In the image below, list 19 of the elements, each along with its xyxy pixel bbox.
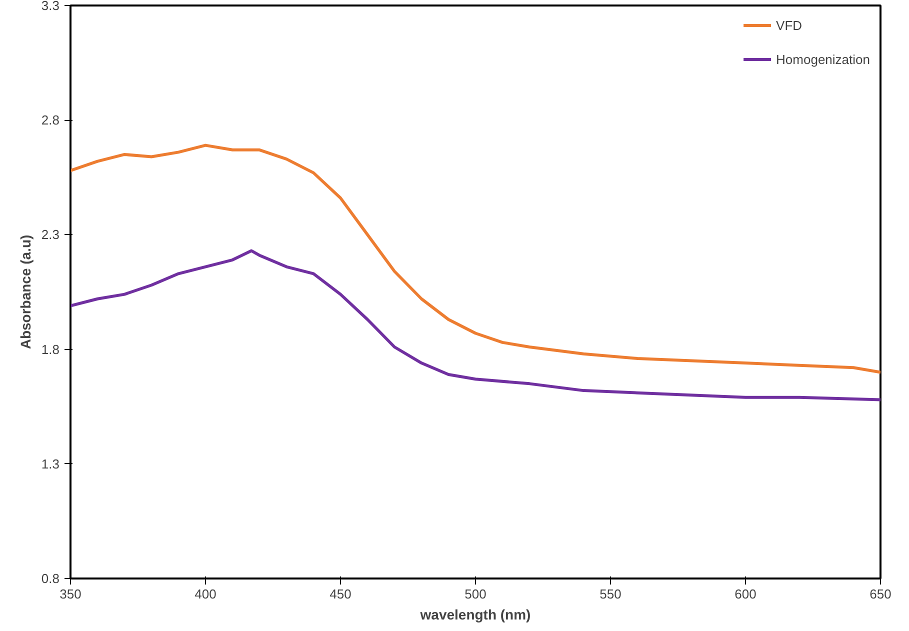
x-tick-label: 550 [600,586,622,602]
line-series [70,249,880,402]
x-tick-label: 500 [464,586,486,602]
line-series [70,144,880,374]
x-tick-label: 400 [194,586,216,602]
x-tick-label: 350 [60,586,82,602]
y-tick-label: 0.8 [41,571,60,586]
x-tick-label: 650 [870,586,892,602]
y-tick-label: 2.3 [41,227,60,242]
legend-label: Homogenization [776,52,870,66]
y-tick-label: 3.3 [41,0,60,13]
y-tick-label: 1.3 [41,456,60,472]
y-tick-label: 2.8 [41,112,60,128]
x-axis-title: wavelength (nm) [419,606,531,622]
x-tick-label: 450 [330,586,352,602]
x-tick-label: 600 [734,586,756,602]
y-axis-title: Absorbance (a.u) [17,234,34,350]
y-tick-label: 1.8 [41,342,60,357]
legend-label: VFD [776,18,802,32]
